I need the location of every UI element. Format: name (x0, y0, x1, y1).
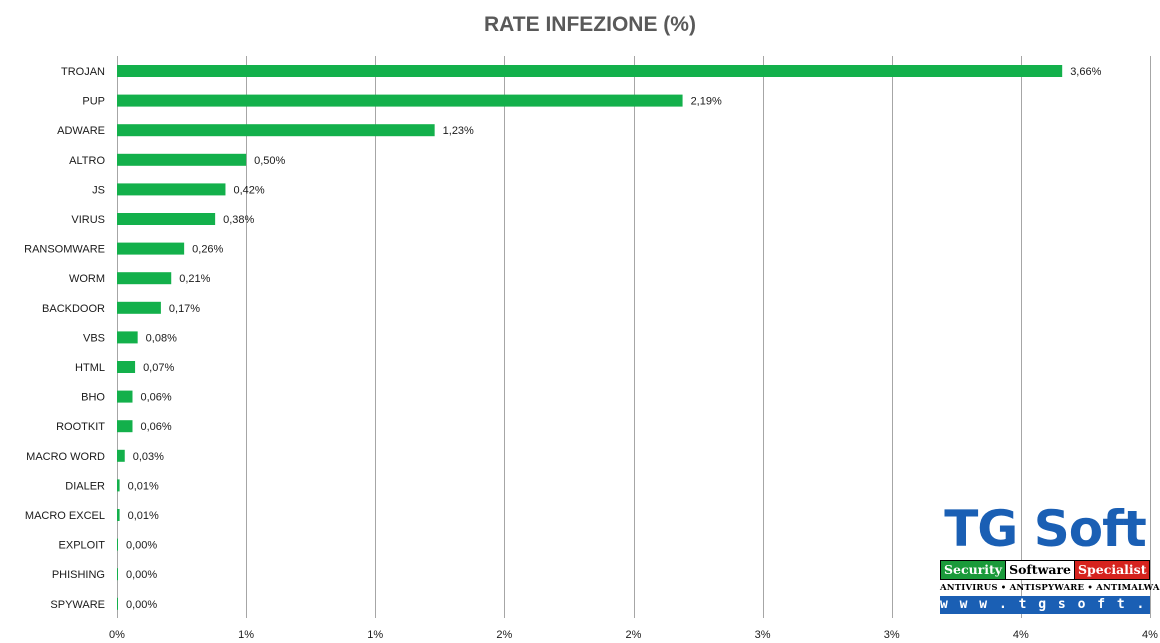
x-tick-label: 2% (626, 629, 642, 641)
category-label: JS (92, 184, 105, 196)
x-tick-label: 3% (884, 629, 900, 641)
category-label: SPYWARE (50, 599, 105, 611)
bar-js (117, 183, 226, 196)
bar-phishing (117, 568, 118, 581)
category-label: PUP (82, 96, 105, 108)
logo-brand: TG Soft (940, 502, 1150, 554)
logo-subline: ANTIVIRUS • ANTISPYWARE • ANTIMALWARE (940, 583, 1160, 593)
value-label: 2,19% (691, 96, 722, 108)
value-label: 0,01% (128, 510, 159, 522)
category-label: BHO (81, 392, 105, 404)
value-label: 0,07% (143, 362, 174, 374)
logo-url: w w w . t g s o f t . i t (940, 596, 1160, 614)
category-label: WORM (69, 273, 105, 285)
category-label: MACRO EXCEL (25, 510, 105, 522)
value-label: 0,01% (128, 480, 159, 492)
value-label: 0,26% (192, 244, 223, 256)
bar-vbs (117, 331, 138, 344)
category-label: MACRO WORD (26, 451, 105, 463)
logo-tagline: Security Software Specialist (940, 560, 1150, 580)
category-label: VBS (83, 332, 105, 344)
value-label: 3,66% (1070, 66, 1101, 78)
x-tick-label: 1% (367, 629, 383, 641)
category-label: ROOTKIT (56, 421, 105, 433)
category-label: HTML (75, 362, 105, 374)
bar-bho (117, 390, 133, 403)
category-label: BACKDOOR (42, 303, 105, 315)
value-label: 0,00% (126, 540, 157, 552)
value-label: 0,08% (146, 332, 177, 344)
category-label: RANSOMWARE (24, 244, 105, 256)
bar-macro-excel (117, 509, 120, 521)
value-label: 0,42% (233, 184, 264, 196)
x-axis-tick-labels: 0% 1% 1% 2% 2% 3% 3% 4% 4% (109, 629, 1158, 641)
category-label: TROJAN (61, 66, 105, 78)
category-label: DIALER (65, 480, 105, 492)
value-label: 0,17% (169, 303, 200, 315)
bar-backdoor (117, 301, 161, 314)
chart-title: RATE INFEZIONE (%) (484, 13, 696, 36)
bar-exploit (117, 538, 118, 551)
category-label: VIRUS (71, 214, 105, 226)
bar-rootkit (117, 420, 133, 433)
logo-tagline-software: Software (1005, 561, 1075, 579)
logo-brand-text: TG Soft (944, 500, 1147, 558)
bar-pup (117, 94, 683, 107)
category-label: ADWARE (57, 125, 105, 137)
value-label: 0,06% (140, 392, 171, 404)
x-tick-label: 1% (238, 629, 254, 641)
value-labels: 3,66% 2,19% 1,23% 0,50% 0,42% 0,38% 0,26% 0,21%… (126, 66, 1102, 611)
category-label: EXPLOIT (59, 540, 106, 552)
x-tick-label: 2% (496, 629, 512, 641)
bar-trojan (117, 65, 1063, 77)
bar-worm (117, 272, 172, 285)
logo-tagline-security: Security (941, 561, 1006, 579)
tgsoft-logo: TG Soft Security Software Specialist ANT… (940, 502, 1160, 618)
value-label: 0,38% (223, 214, 254, 226)
category-labels: TROJAN PUP ADWARE ALTRO JS VIRUS RANSOMWARE WOR… (24, 66, 105, 611)
bar-dialer (117, 479, 120, 492)
x-tick-label: 3% (755, 629, 771, 641)
bar-html (117, 361, 136, 373)
bar-ransomware (117, 242, 185, 255)
bar-spyware (117, 597, 118, 610)
value-label: 0,06% (140, 421, 171, 433)
value-label: 0,50% (254, 155, 285, 167)
logo-tagline-specialist: Specialist (1074, 561, 1150, 579)
x-tick-label: 4% (1013, 629, 1029, 641)
value-label: 0,21% (179, 273, 210, 285)
bar-virus (117, 213, 216, 225)
value-label: 0,00% (126, 599, 157, 611)
value-label: 1,23% (443, 125, 474, 137)
bar-altro (117, 153, 247, 166)
category-label: ALTRO (69, 155, 105, 167)
x-tick-label: 0% (109, 629, 125, 641)
x-tick-label: 4% (1142, 629, 1158, 641)
value-label: 0,00% (126, 569, 157, 581)
bars (117, 65, 1063, 610)
bar-adware (117, 124, 435, 137)
category-label: PHISHING (52, 569, 105, 581)
value-label: 0,03% (133, 451, 164, 463)
bar-macro-word (117, 449, 125, 462)
